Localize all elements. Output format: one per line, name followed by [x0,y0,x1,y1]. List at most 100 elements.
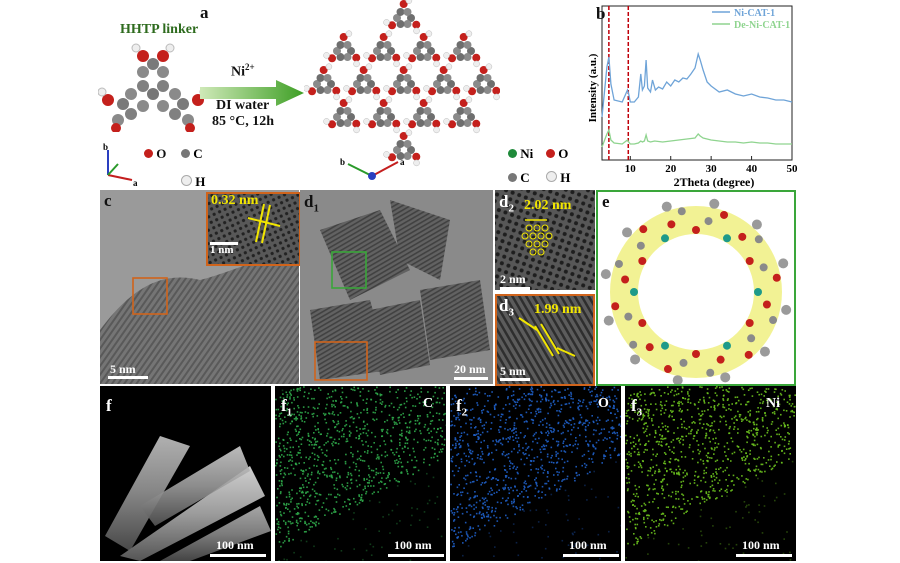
pore-atom-7 [716,355,725,364]
framework-node-12 [403,96,441,134]
panel-d3-label: d3 [499,296,514,319]
pore-atom-18 [630,288,638,296]
panel-f-label: f [106,396,112,415]
pore-atom-8 [706,368,715,377]
scale-text-f3: 100 nm [742,538,780,552]
x-tick-label-0: 10 [625,163,637,175]
panel-b-label: b [596,4,606,23]
pore-atom-19 [621,275,630,284]
panel-d2-label: d2 [499,192,514,215]
pore-atom-29 [720,210,729,219]
tem-image-d3 [495,294,595,386]
pore-atom-26 [677,207,686,216]
pore-atom-35 [772,273,781,282]
pore-atom-14 [629,340,638,349]
scalebar-f3 [736,554,792,557]
panel-f3-label: f3 [631,396,643,419]
x-tick-label-3: 40 [746,163,758,175]
pore-atom-25 [667,220,676,229]
pore-atom-11 [663,365,672,374]
scalebar-d2 [500,287,530,290]
legend-ni-right: Ni [508,146,533,162]
axis-b-right: b [340,157,346,167]
framework-node-11 [363,96,401,134]
pore-atom-17 [611,302,620,311]
scale-text-c: 5 nm [110,362,136,376]
outer-atom-6 [600,269,611,280]
scale-text-inset-c: 1 nm [210,244,234,256]
reagent-label: Ni2+ [231,62,255,80]
chart-xlabel: 2Theta (degree) [674,175,755,189]
outer-atom-11 [778,258,789,269]
framework-node-8 [423,63,461,101]
spacing-d3: 1.99 nm [534,302,582,317]
framework-node-13 [443,96,481,134]
outer-atom-5 [603,315,614,326]
framework-node-5 [304,63,341,101]
pore-atom-21 [638,257,647,265]
pore-atom-10 [679,358,688,367]
outer-atom-1 [759,346,770,357]
tem-image-d1 [300,190,493,384]
pore-atom-28 [704,217,713,226]
axis-b-left: b [103,142,109,152]
outer-atom-10 [751,219,762,230]
scale-text-d3: 5 nm [500,364,526,378]
element-label-c: C [423,396,434,411]
panel-d1-label: d1 [304,192,319,215]
scale-text-d1: 20 nm [454,362,486,376]
xrd-chart: 10 20 30 40 50 2Theta (degree) Intensity (a.… [587,5,799,189]
scale-text-f1: 100 nm [394,538,432,552]
pore-atom-13 [645,343,654,352]
framework-node-10 [323,96,361,134]
eds-map-c [275,386,446,561]
pore-atom-5 [744,350,753,359]
scalebar-f2 [563,554,619,557]
pore-structure-e [596,190,796,386]
legend-c-right: C [508,170,530,186]
legend-label-0: Ni-CAT-1 [734,8,775,19]
pore-atom-20 [614,259,623,268]
pore-atom-23 [639,225,648,234]
inset-c [206,192,301,266]
linker-title: HHTP linker [120,22,199,37]
chart-ylabel: Intensity (a.u.) [587,53,599,122]
pore-atom-30 [723,234,731,243]
plot-frame [601,5,793,161]
framework-node-4 [443,30,481,68]
reaction-arrow [200,80,304,106]
pore-atom-22 [636,241,645,250]
outer-atom-0 [781,304,792,315]
framework-node-2 [363,30,401,68]
outer-atom-7 [622,227,633,238]
pore-atom-0 [754,288,762,296]
axis-a-left: a [133,178,138,188]
outer-atom-4 [630,354,641,365]
pore-atom-1 [762,300,771,309]
scale-text-d2: 2 nm [500,272,526,286]
hhtp-linker-molecule [98,43,208,132]
legend-c-left: C [181,146,203,162]
pore-atom-31 [738,232,747,241]
eds-map-ni [625,386,796,561]
eds-map-o [450,386,621,561]
scalebar-f [210,554,266,557]
scalebar-d3 [500,378,530,381]
tem-image-c [100,190,299,384]
pore-atom-9 [692,350,700,358]
scalebar-f1 [388,554,444,557]
outer-atom-8 [661,201,672,212]
x-tick-label-4: 50 [787,163,799,175]
legend-o-left: O [144,146,166,162]
legend-o-right: O [546,146,568,162]
spacing-c: 0.32 nm [211,193,259,208]
pore-atom-15 [638,319,647,327]
legend-h-right: H [546,170,570,186]
pore-atom-6 [723,341,731,350]
x-tick-label-1: 20 [665,163,677,175]
spacing-d2: 2.02 nm [524,198,572,213]
element-label-ni: Ni [766,396,780,411]
scale-text-f: 100 nm [216,538,254,552]
series-line-1 [601,128,792,148]
pore-atom-4 [747,334,756,343]
